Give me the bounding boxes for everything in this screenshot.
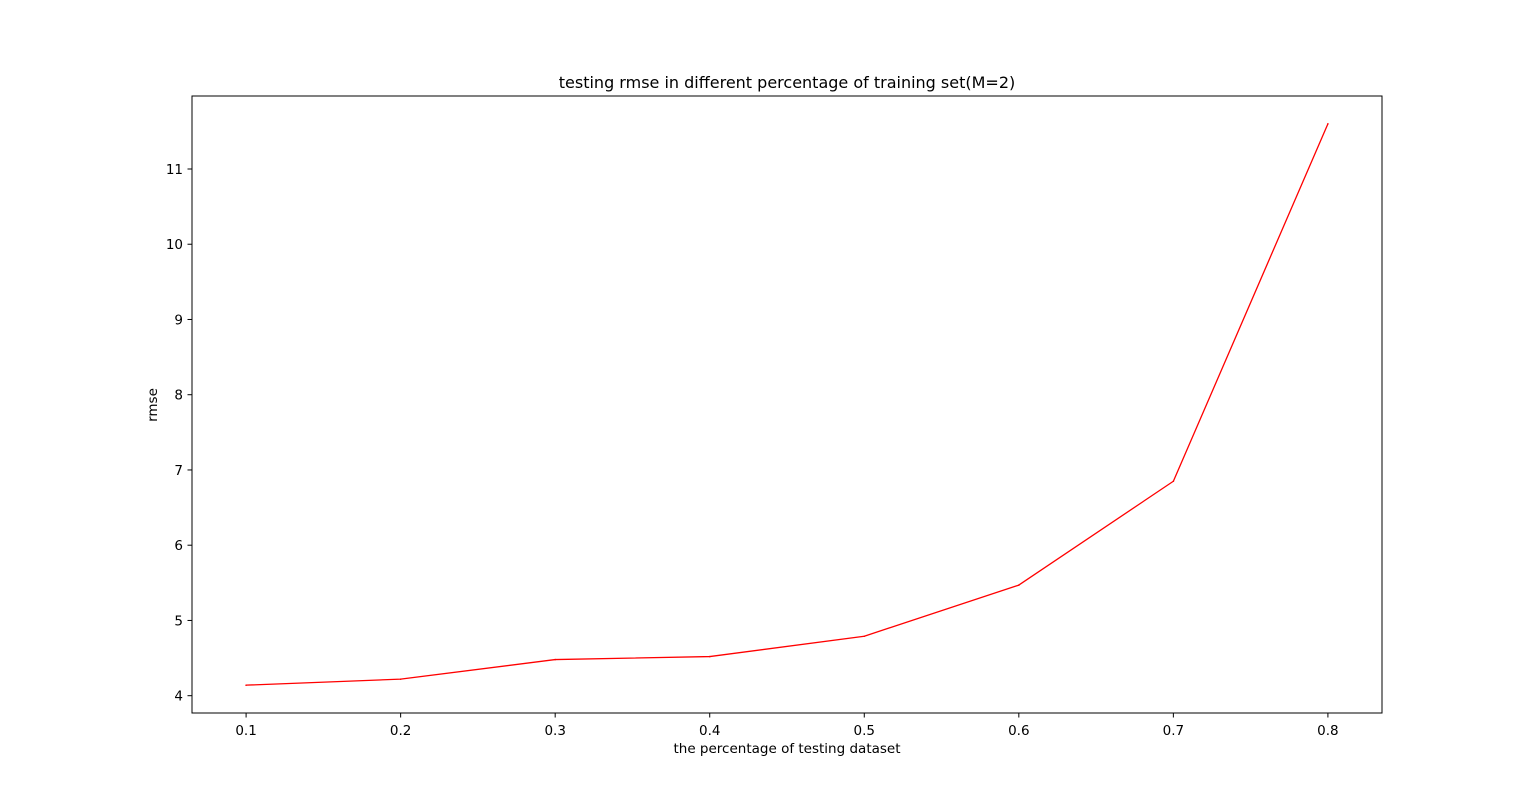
x-axis-ticks: 0.1 0.2 0.3 0.4 0.5 0.6 0.7 0.8 — [235, 713, 1339, 739]
chart-title: testing rmse in different percentage of … — [559, 73, 1016, 92]
rmse-data-point — [1018, 584, 1020, 586]
rmse-data-point — [245, 684, 247, 686]
rmse-data-point — [554, 658, 556, 661]
y-tick-label: 4 — [174, 689, 183, 705]
x-tick-label: 0.6 — [1008, 723, 1029, 739]
series-layer — [245, 123, 1329, 686]
y-axis-label: rmse — [145, 388, 161, 422]
x-tick-label: 0.5 — [854, 723, 875, 739]
y-tick-label: 9 — [174, 312, 183, 328]
y-tick-label: 7 — [174, 463, 183, 479]
y-tick-label: 11 — [166, 162, 183, 178]
y-axis-ticks: 4 5 6 7 8 9 10 11 — [166, 162, 192, 705]
rmse-data-point — [1172, 480, 1175, 483]
y-tick-label: 6 — [174, 538, 183, 554]
y-tick-label: 8 — [174, 388, 183, 404]
rmse-data-point — [1327, 123, 1329, 125]
x-tick-label: 0.2 — [390, 723, 411, 739]
x-axis-label: the percentage of testing dataset — [673, 741, 900, 757]
y-tick-label: 5 — [174, 613, 183, 629]
plot-area-frame — [191, 95, 1383, 714]
x-tick-label: 0.1 — [235, 723, 256, 739]
rmse-data-point — [863, 635, 866, 638]
y-tick-label: 10 — [166, 237, 183, 253]
x-tick-label: 0.8 — [1317, 723, 1338, 739]
x-tick-label: 0.7 — [1163, 723, 1184, 739]
x-tick-label: 0.4 — [699, 723, 720, 739]
rmse-series-line — [246, 123, 1329, 686]
rmse-data-point — [708, 655, 711, 658]
rmse-data-point — [399, 678, 402, 680]
x-tick-label: 0.3 — [544, 723, 565, 739]
